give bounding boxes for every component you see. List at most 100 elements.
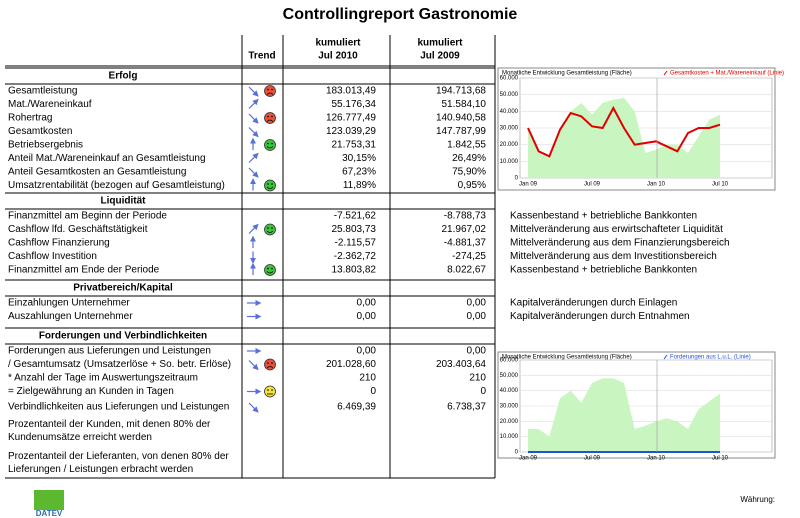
col-trend: Trend (248, 51, 275, 62)
row-label: Finanzmittel am Ende der Periode (8, 265, 160, 276)
note: Kassenbestand + betriebliche Bankkonten (510, 265, 697, 276)
smiley-eye (271, 227, 273, 229)
area (528, 378, 720, 452)
value-2010: 0 (370, 386, 376, 397)
x-tick-label: Jan 09 (519, 182, 538, 188)
row-label: / Gesamtumsatz (Umsatzerlöse + So. betr.… (8, 359, 231, 370)
col-2010: kumuliert (315, 38, 361, 49)
y-tick-label: 10.000 (500, 159, 519, 165)
row-label: Cashflow Investition (8, 251, 97, 262)
note: Mittelveränderung aus dem Finanzierungsb… (510, 238, 730, 249)
row-label: Anteil Mat./Wareneinkauf an Gesamtleistu… (8, 153, 206, 164)
row-label: Einzahlungen Unternehmer (8, 298, 130, 309)
value-2009: 21.967,02 (442, 224, 487, 235)
smiley-eye (267, 267, 269, 270)
smiley-eye (271, 183, 273, 185)
x-tick-label: Jan 09 (519, 456, 538, 462)
value-2010: 0,00 (357, 298, 377, 309)
smiley-mouth (266, 366, 274, 369)
value-2009: 0,00 (467, 298, 487, 309)
x-tick-label: Jul 10 (712, 456, 729, 462)
value-2010: 126.777,49 (326, 113, 376, 124)
chart-title: Monatliche Entwicklung Gesamtleistung (F… (502, 71, 632, 77)
note: Mittelveränderung aus dem Investitionsbe… (510, 251, 717, 262)
trend-arrow (248, 223, 259, 234)
y-tick-label: 0 (515, 450, 519, 456)
note: Kapitalveränderungen durch Entnahmen (510, 311, 690, 322)
y-tick-label: 30.000 (500, 404, 519, 410)
area (528, 98, 720, 178)
trend-arrow (248, 86, 259, 97)
row-label: Cashflow lfd. Geschäftstätigkeit (8, 224, 148, 235)
value-2009: 194.713,68 (436, 86, 486, 97)
row-label: Betriebsergebnis (8, 140, 83, 151)
y-tick-label: 30.000 (500, 126, 519, 132)
smiley (264, 139, 276, 151)
smiley-eye (271, 88, 273, 91)
trend-arrow (248, 402, 259, 413)
legend-entry: Forderungen aus L.u.L. (Linie) (670, 355, 751, 361)
value-2009: 0 (480, 386, 486, 397)
section-title: Erfolg (109, 71, 138, 82)
table-lines (5, 35, 496, 478)
y-tick-label: 0 (515, 176, 519, 182)
x-tick-label: Jul 09 (584, 456, 601, 462)
logo-box (34, 490, 64, 510)
trend-arrow (248, 360, 259, 371)
value-2010: 55.176,34 (332, 99, 377, 110)
smiley-eye (267, 362, 269, 364)
value-2010: 21.753,31 (332, 140, 377, 151)
y-tick-label: 10.000 (500, 434, 519, 440)
legend-swatch (663, 354, 668, 360)
col-2010: Jul 2010 (318, 51, 358, 62)
smiley-eye (267, 88, 269, 91)
value-2009: -274,25 (452, 251, 486, 262)
value-2009: 147.787,99 (436, 126, 486, 137)
note: Mittelveränderung aus erwirtschafteter L… (510, 224, 723, 235)
smiley (264, 358, 276, 371)
smiley-eye (271, 115, 273, 118)
value-2010: 25.803,73 (332, 224, 377, 235)
line (527, 105, 721, 158)
smiley-mouth (266, 146, 274, 149)
y-tick-label: 50.000 (500, 373, 519, 379)
smiley (264, 264, 276, 276)
smiley-eye (271, 362, 273, 364)
value-2009: 51.584,10 (442, 99, 487, 110)
y-tick-label: 60.000 (500, 358, 519, 364)
value-2009: 0,00 (467, 311, 487, 322)
smiley-mouth (266, 230, 274, 233)
value-2010: -7.521,62 (334, 211, 377, 222)
value-2009: 140.940,58 (436, 113, 486, 124)
trend-arrow (248, 113, 259, 124)
row-label: Kundenumsätze erreicht werden (8, 432, 152, 443)
value-2010: 11,89% (343, 180, 376, 191)
title: Controllingreport Gastronomie (283, 6, 518, 23)
note: Kapitalveränderungen durch Einlagen (510, 298, 677, 309)
trend-arrow (248, 127, 259, 138)
value-2010: 123.039,29 (326, 126, 376, 137)
row-label: Anteil Gesamtkosten an Gesamtleistung (8, 167, 186, 178)
row-label: Rohertrag (8, 113, 52, 124)
smiley-eye (267, 183, 269, 185)
value-2010: 210 (359, 373, 376, 384)
value-2009: 6.738,37 (447, 402, 486, 413)
smiley-mouth (266, 92, 274, 95)
y-tick-label: 20.000 (500, 419, 519, 425)
smiley-eye (271, 267, 273, 270)
row-label: Umsatzrentabilität (bezogen auf Gesamtle… (8, 180, 225, 191)
value-2009: 75,90% (452, 167, 486, 178)
row-label: Prozentanteil der Lieferanten, von denen… (8, 451, 229, 462)
value-2010: -2.362,72 (334, 251, 377, 262)
value-2009: 8.022,67 (447, 265, 486, 276)
section-title: Forderungen und Verbindlichkeiten (39, 331, 207, 342)
smiley-eye (271, 389, 273, 391)
smiley (264, 85, 276, 97)
row-label: = Zielgewährung an Kunden in Tagen (8, 386, 174, 397)
smiley-eye (267, 227, 269, 229)
value-2010: 13.803,82 (332, 265, 377, 276)
value-2010: 201.028,60 (326, 359, 376, 370)
value-2010: 67,23% (342, 167, 376, 178)
smiley (264, 112, 276, 124)
